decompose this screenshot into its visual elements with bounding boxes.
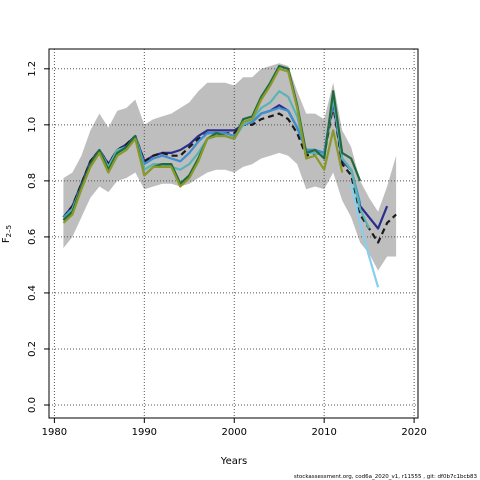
x-tick-label: 2020 [401, 427, 426, 438]
series-layer [62, 64, 397, 288]
y-tick-label: 1.0 [27, 117, 38, 133]
x-tick-label: 2000 [222, 427, 247, 438]
x-axis-title: Years [220, 456, 247, 467]
svg-text:F2–5: F2–5 [1, 225, 13, 243]
series-line-5 [350, 183, 380, 288]
y-tick-label: 0.6 [27, 229, 38, 245]
x-tick-label: 2010 [311, 427, 336, 438]
y-axis: 0.0 0.2 0.4 0.6 0.8 1.0 1.2 [27, 61, 49, 413]
y-axis-title-main: F [1, 237, 12, 243]
x-tick-label: 1990 [132, 427, 157, 438]
confidence-band-layer [63, 63, 397, 271]
y-tick-label: 0.8 [27, 173, 38, 189]
confidence-band [63, 63, 397, 271]
series-line-6 [62, 64, 362, 221]
y-tick-label: 0.4 [27, 285, 38, 301]
plot-frame [48, 48, 419, 419]
y-tick-label: 1.2 [27, 61, 38, 77]
y-axis-title-sub: 2–5 [5, 225, 13, 237]
series-line-7 [62, 67, 344, 224]
y-tick-label: 0.2 [27, 341, 38, 357]
y-axis-title: F2–5 [1, 225, 13, 243]
footer-text: stockassessment.org, cod6a_2020_v1, r115… [294, 474, 478, 480]
y-tick-label: 0.0 [27, 397, 38, 413]
x-tick-label: 1980 [42, 427, 67, 438]
x-axis: 1980 1990 2000 2010 2020 [42, 418, 427, 438]
